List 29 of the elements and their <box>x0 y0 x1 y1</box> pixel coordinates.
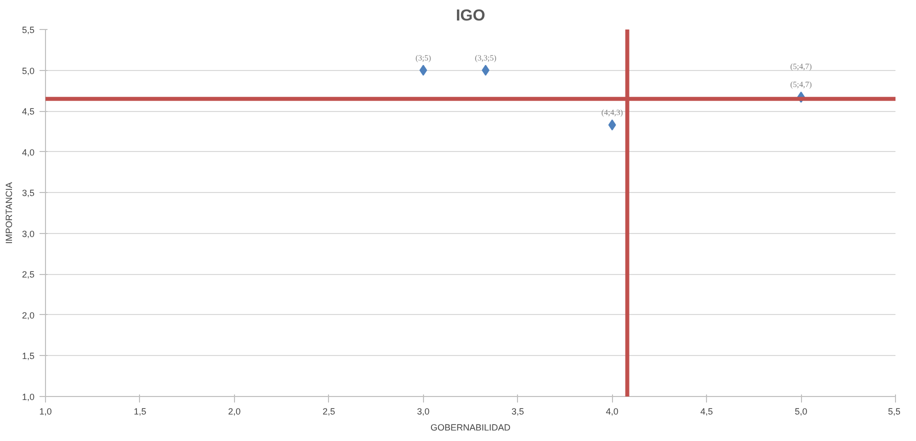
x-tick-label: 2,5 <box>322 406 336 416</box>
y-tick-label: 5,5 <box>22 25 35 35</box>
data-label: (3,3;5) <box>474 53 497 62</box>
y-tick-label: 4,5 <box>22 106 35 117</box>
x-tick-label: 3,0 <box>417 406 430 416</box>
point <box>419 64 428 76</box>
y-tick-label: 1,5 <box>22 351 35 362</box>
data-label: (5;4,7) <box>790 80 812 90</box>
x-tick-label: 1,0 <box>39 406 52 416</box>
y-tick-label: 3,0 <box>22 228 35 239</box>
x-tick-label: 4,0 <box>606 406 618 416</box>
x-axis-title: GOBERNABILIDAD <box>430 422 512 432</box>
data-label: (5;4,7) <box>790 62 812 72</box>
x-tick-label: 2,0 <box>228 406 241 416</box>
y-tick-label: 1,0 <box>22 392 35 402</box>
y-tick-label: 2,0 <box>22 310 35 320</box>
x-tick-label: 3,5 <box>511 406 524 416</box>
x-tick-label: 1,5 <box>134 406 146 416</box>
y-tick-label: 3,5 <box>22 188 35 198</box>
y-tick-label: 5,0 <box>22 66 35 76</box>
x-tick-label: 5,5 <box>888 406 901 416</box>
x-tick-label: 5,0 <box>794 406 808 416</box>
x-tick-label: 4,5 <box>700 406 713 416</box>
data-label: (4;4,3) <box>601 108 624 117</box>
chart-title: IGO <box>456 8 486 24</box>
y-tick-label: 4,0 <box>22 147 35 158</box>
data-label: (3;5) <box>416 53 432 62</box>
y-axis-title: IMPORTANCIA <box>4 182 14 244</box>
y-tick-label: 2,5 <box>22 270 35 280</box>
